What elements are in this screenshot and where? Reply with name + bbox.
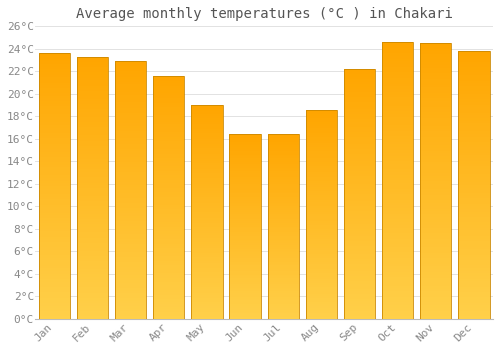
- Bar: [306, 110, 337, 319]
- Bar: [153, 76, 184, 319]
- Bar: [192, 105, 222, 319]
- Bar: [344, 69, 375, 319]
- Bar: [420, 43, 452, 319]
- Bar: [77, 57, 108, 319]
- Bar: [268, 134, 299, 319]
- Bar: [115, 61, 146, 319]
- Bar: [458, 51, 490, 319]
- Bar: [382, 42, 414, 319]
- Bar: [230, 134, 261, 319]
- Bar: [39, 53, 70, 319]
- Title: Average monthly temperatures (°C ) in Chakari: Average monthly temperatures (°C ) in Ch…: [76, 7, 452, 21]
